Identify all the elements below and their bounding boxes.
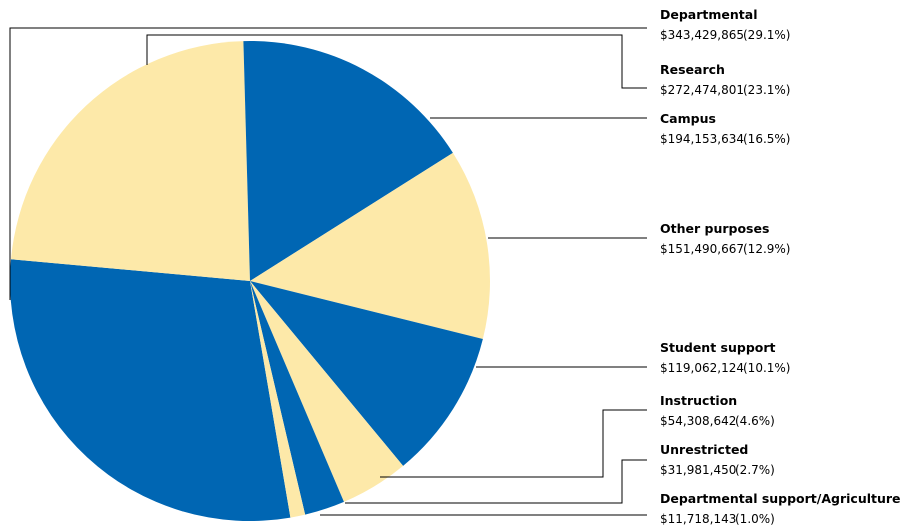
percent-label: (23.1%): [743, 83, 790, 97]
leader-line: [380, 409, 647, 478]
pie-slice: [10, 41, 250, 281]
leader-lines: [9, 27, 647, 516]
legend-label: Departmental: [660, 7, 757, 22]
leader-line: [345, 459, 647, 504]
value-label: $119,062,124: [660, 361, 744, 375]
legend-label: Unrestricted: [660, 442, 748, 457]
percent-label: (29.1%): [743, 28, 790, 42]
legend-label: Instruction: [660, 393, 737, 408]
pie-slice: [250, 281, 404, 502]
percent-label: (2.7%): [735, 463, 775, 477]
percent-label: (1.0%): [735, 512, 775, 526]
value-label: $343,429,865: [660, 28, 744, 42]
percent-label: (16.5%): [743, 132, 790, 146]
pie-slice: [250, 281, 344, 515]
legend-label: Other purposes: [660, 221, 769, 236]
pie-slice: [250, 281, 483, 466]
pie-slice: [250, 281, 306, 518]
value-label: $194,153,634: [660, 132, 744, 146]
value-label: $272,474,801: [660, 83, 744, 97]
leader-line: [146, 34, 647, 89]
legend-label: Research: [660, 62, 725, 77]
percent-label: (10.1%): [743, 361, 790, 375]
legend-label: Departmental support/Agriculture: [660, 491, 901, 506]
value-label: $11,718,143: [660, 512, 736, 526]
pie-slice: [10, 259, 291, 521]
value-label: $31,981,450: [660, 463, 736, 477]
pie-slice: [243, 40, 453, 281]
percent-label: (4.6%): [735, 414, 775, 428]
pie-slice: [250, 152, 491, 340]
value-label: $54,308,642: [660, 414, 736, 428]
legend-label: Campus: [660, 111, 716, 126]
percent-label: (12.9%): [743, 242, 790, 256]
value-label: $151,490,667: [660, 242, 744, 256]
legend-label: Student support: [660, 340, 776, 355]
leader-line: [9, 27, 647, 300]
